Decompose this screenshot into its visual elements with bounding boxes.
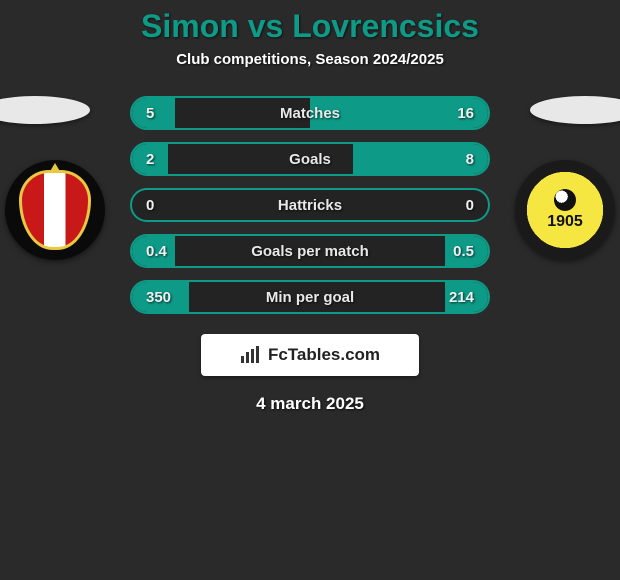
page-subtitle: Club competitions, Season 2024/2025 [0,51,620,68]
stat-right-value: 0.5 [428,243,488,260]
club-founding-year: 1905 [547,213,583,231]
stat-row-min-per-goal: 350 Min per goal 214 [130,280,490,314]
stat-left-value: 0 [132,197,192,214]
honved-shield-icon [19,170,91,250]
soroksar-badge-icon: 1905 [520,165,610,255]
stat-left-value: 350 [132,289,192,306]
stat-row-goals-per-match: 0.4 Goals per match 0.5 [130,234,490,268]
footer-date: 4 march 2025 [0,394,620,414]
stat-label: Matches [192,105,428,122]
brand-watermark: FcTables.com [201,334,419,376]
stats-column: 5 Matches 16 2 Goals 8 0 Hattricks 0 [130,96,490,326]
page-title: Simon vs Lovrencsics [0,8,620,45]
stat-row-matches: 5 Matches 16 [130,96,490,130]
brand-text: FcTables.com [268,345,380,365]
right-club-logo: 1905 [515,160,615,260]
stat-row-goals: 2 Goals 8 [130,142,490,176]
soccer-ball-icon [554,189,576,211]
stat-left-value: 0.4 [132,243,192,260]
stat-right-value: 214 [428,289,488,306]
infographic-container: Simon vs Lovrencsics Club competitions, … [0,0,620,414]
stat-label: Goals [192,151,428,168]
stat-label: Min per goal [192,289,428,306]
stat-right-value: 8 [428,151,488,168]
left-player-portrait-placeholder [0,96,90,124]
left-club-logo [5,160,105,260]
stat-label: Hattricks [192,197,428,214]
stat-right-value: 16 [428,105,488,122]
right-player-portrait-placeholder [530,96,620,124]
stat-label: Goals per match [192,243,428,260]
bar-chart-icon [240,346,262,364]
main-row: 5 Matches 16 2 Goals 8 0 Hattricks 0 [0,96,620,326]
stat-row-hattricks: 0 Hattricks 0 [130,188,490,222]
stat-left-value: 2 [132,151,192,168]
stat-left-value: 5 [132,105,192,122]
stat-right-value: 0 [428,197,488,214]
right-player-column: 1905 [500,96,620,260]
left-player-column [0,96,120,260]
